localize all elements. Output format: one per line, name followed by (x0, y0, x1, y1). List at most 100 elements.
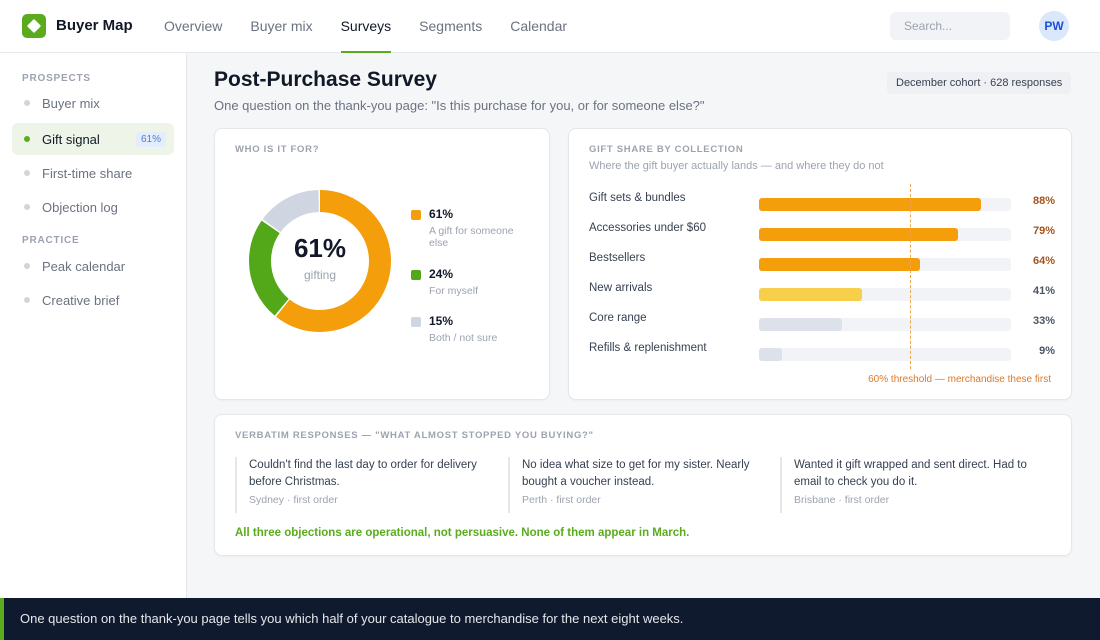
dot-icon (24, 100, 30, 106)
legend-pct: 24% (429, 267, 454, 281)
bar-track (759, 198, 1011, 211)
bar-label: Gift sets & bundles (589, 192, 686, 204)
sidebar-item-creative-brief[interactable]: Creative brief (12, 284, 174, 316)
nav-segments[interactable]: Segments (419, 18, 483, 34)
sidebar-item-buyer-mix[interactable]: Buyer mix (12, 87, 174, 119)
sidebar-item-label: First-time share (42, 165, 133, 181)
sidebar-badge: 61% (135, 131, 166, 147)
nav-buyer-mix[interactable]: Buyer mix (250, 18, 313, 34)
bar-value: 64% (1032, 255, 1055, 267)
sidebar-section-practice: PRACTICE (22, 235, 80, 246)
legend-desc: A gift for someone else (429, 225, 514, 249)
verbatim-card: VERBATIM RESPONSES — "WHAT ALMOST STOPPE… (214, 414, 1072, 556)
quote: No idea what size to get for my sister. … (508, 457, 758, 513)
legend-swatch (411, 270, 421, 280)
bar-track (759, 348, 1011, 361)
legend-pct: 61% (429, 207, 454, 221)
insight-note: All three objections are operational, no… (235, 527, 690, 539)
top-bar: Buyer Map Overview Buyer mix Surveys Seg… (0, 0, 1100, 53)
nav-calendar[interactable]: Calendar (510, 18, 568, 34)
bar-label: Core range (589, 312, 647, 324)
search-input[interactable] (890, 12, 1010, 40)
quote-text: Wanted it gift wrapped and sent direct. … (794, 459, 1027, 488)
dot-icon (24, 204, 30, 210)
legend-swatch (411, 317, 421, 327)
bar-label: Bestsellers (589, 252, 646, 264)
dot-icon (24, 297, 30, 303)
donut-chart (249, 190, 391, 332)
bar-fill (759, 348, 782, 361)
bar-value: 41% (1032, 285, 1055, 297)
bar-track (759, 258, 1011, 271)
gift-share-card: GIFT SHARE BY COLLECTION Where the gift … (568, 128, 1072, 400)
bar-value: 33% (1032, 315, 1055, 327)
sidebar-item-gift-signal[interactable]: Gift signal 61% (12, 123, 174, 155)
legend-swatch (411, 210, 421, 220)
page-title: Post-Purchase Survey (214, 68, 437, 91)
quote-meta: Sydney · first order (249, 494, 338, 506)
sidebar-item-peak-calendar[interactable]: Peak calendar (12, 250, 174, 282)
quote-text: No idea what size to get for my sister. … (522, 459, 750, 488)
sidebar-item-label: Peak calendar (42, 258, 126, 274)
sidebar-item-first-time-share[interactable]: First-time share (12, 157, 174, 189)
quote: Couldn't find the last day to order for … (235, 457, 485, 513)
bar-row: Bestsellers 64% (589, 252, 1055, 272)
donut-center-value: 61% (293, 233, 347, 263)
nav-surveys[interactable]: Surveys (340, 0, 391, 53)
sidebar-item-objection-log[interactable]: Objection log (12, 191, 174, 223)
who-card: WHO IS IT FOR? 61% gifting 61% A gift fo… (214, 128, 550, 400)
footer-text: One question on the thank-you page tells… (20, 611, 684, 626)
sidebar-section-prospects: PROSPECTS (22, 73, 91, 84)
dot-icon (24, 136, 30, 142)
bar-fill (759, 318, 843, 331)
bar-row: Gift sets & bundles 88% (589, 192, 1055, 212)
sidebar-item-label: Buyer mix (42, 95, 100, 111)
bar-track (759, 228, 1011, 241)
bar-label: Accessories under $60 (589, 222, 706, 234)
donut-center: 61% gifting (251, 233, 389, 282)
bar-label: Refills & replenishment (589, 342, 707, 354)
bar-value: 9% (1039, 345, 1055, 357)
quote-text: Couldn't find the last day to order for … (249, 459, 477, 488)
donut-slice (249, 190, 391, 332)
legend-desc: For myself (429, 285, 479, 297)
bar-fill (759, 258, 921, 271)
donut-center-caption: gifting (303, 268, 337, 282)
bar-track (759, 288, 1011, 301)
bar-value: 88% (1032, 195, 1055, 207)
bar-fill (759, 198, 981, 211)
cohort-badge: December cohort · 628 responses (887, 72, 1072, 94)
diamond-icon[interactable] (22, 14, 46, 38)
dot-icon (24, 170, 30, 176)
legend-pct: 15% (429, 314, 454, 328)
bar-label: New arrivals (589, 282, 653, 294)
nav-overview[interactable]: Overview (164, 18, 223, 34)
quote: Wanted it gift wrapped and sent direct. … (780, 457, 1030, 513)
bar-value: 79% (1032, 225, 1055, 237)
bar-row: Accessories under $60 79% (589, 222, 1055, 242)
bar-track (759, 318, 1011, 331)
threshold-label: 60% threshold — merchandise these first (868, 374, 1051, 385)
bar-row: Refills & replenishment 9% (589, 342, 1055, 362)
card-title: VERBATIM RESPONSES — "WHAT ALMOST STOPPE… (235, 430, 594, 441)
avatar[interactable]: PW (1039, 11, 1069, 41)
bar-row: Core range 33% (589, 312, 1055, 332)
donut-slice (249, 190, 391, 332)
main-nav: Overview Buyer mix Surveys Segments Cale… (164, 0, 595, 53)
card-title: GIFT SHARE BY COLLECTION (589, 144, 744, 155)
bar-fill (759, 228, 959, 241)
dot-icon (24, 263, 30, 269)
footer-banner: One question on the thank-you page tells… (0, 598, 1100, 640)
bar-fill (759, 288, 863, 301)
sidebar-item-label: Creative brief (42, 292, 120, 308)
quote-meta: Brisbane · first order (794, 494, 890, 506)
card-subtitle: Where the gift buyer actually lands — an… (589, 160, 884, 172)
sidebar: PROSPECTS Buyer mix Gift signal 61% Firs… (0, 53, 187, 598)
threshold-line (910, 184, 912, 369)
card-title: WHO IS IT FOR? (235, 144, 320, 155)
quote-meta: Perth · first order (522, 494, 601, 506)
page-subtitle: One question on the thank-you page: "Is … (214, 98, 705, 113)
app-name[interactable]: Buyer Map (56, 17, 133, 34)
legend-desc: Both / not sure (429, 332, 498, 344)
bar-row: New arrivals 41% (589, 282, 1055, 302)
